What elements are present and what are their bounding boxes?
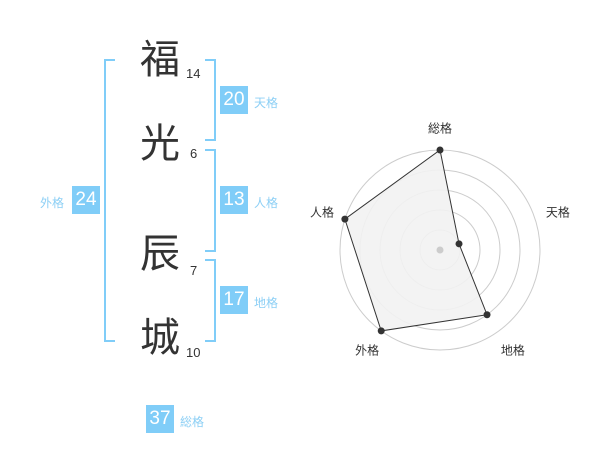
radar-axis-label: 外格 [355,343,380,358]
chikaku-value: 17 [220,286,248,314]
radar-point [483,311,491,319]
gaikaku-bracket [104,59,115,342]
tenkaku-label: 天格 [254,96,279,110]
radar-point [455,240,463,248]
chikaku-label: 地格 [254,296,279,310]
name-char-2: 光 [140,121,180,167]
radar-point [341,215,349,223]
stroke-count-2: 6 [190,146,198,161]
tenkaku-value: 20 [220,86,248,114]
name-char-3: 辰 [140,231,180,277]
name-char-1: 福 [140,37,180,83]
soukaku-value: 37 [146,405,174,433]
tenkaku-bracket [205,59,216,141]
chikaku-bracket [205,259,216,342]
radar-axis-label: 総格 [427,121,453,136]
radar-center [436,246,444,254]
radar-axis-label: 地格 [500,343,525,358]
radar-axis-label: 天格 [545,205,570,220]
jinkaku-label: 人格 [254,196,279,210]
soukaku-label: 総格 [180,415,205,429]
stroke-count-3: 7 [190,263,198,278]
stroke-count-4: 10 [186,345,201,360]
radar-area [344,149,488,332]
radar-point [436,146,444,154]
gaikaku-value: 24 [72,186,100,214]
radar-point [377,327,385,335]
jinkaku-value: 13 [220,186,248,214]
gaikaku-label: 外格 [40,196,65,210]
name-char-4: 城 [140,315,180,361]
jinkaku-bracket [205,149,216,252]
radar-axis-label: 人格 [310,205,335,220]
stroke-count-1: 14 [186,66,201,81]
